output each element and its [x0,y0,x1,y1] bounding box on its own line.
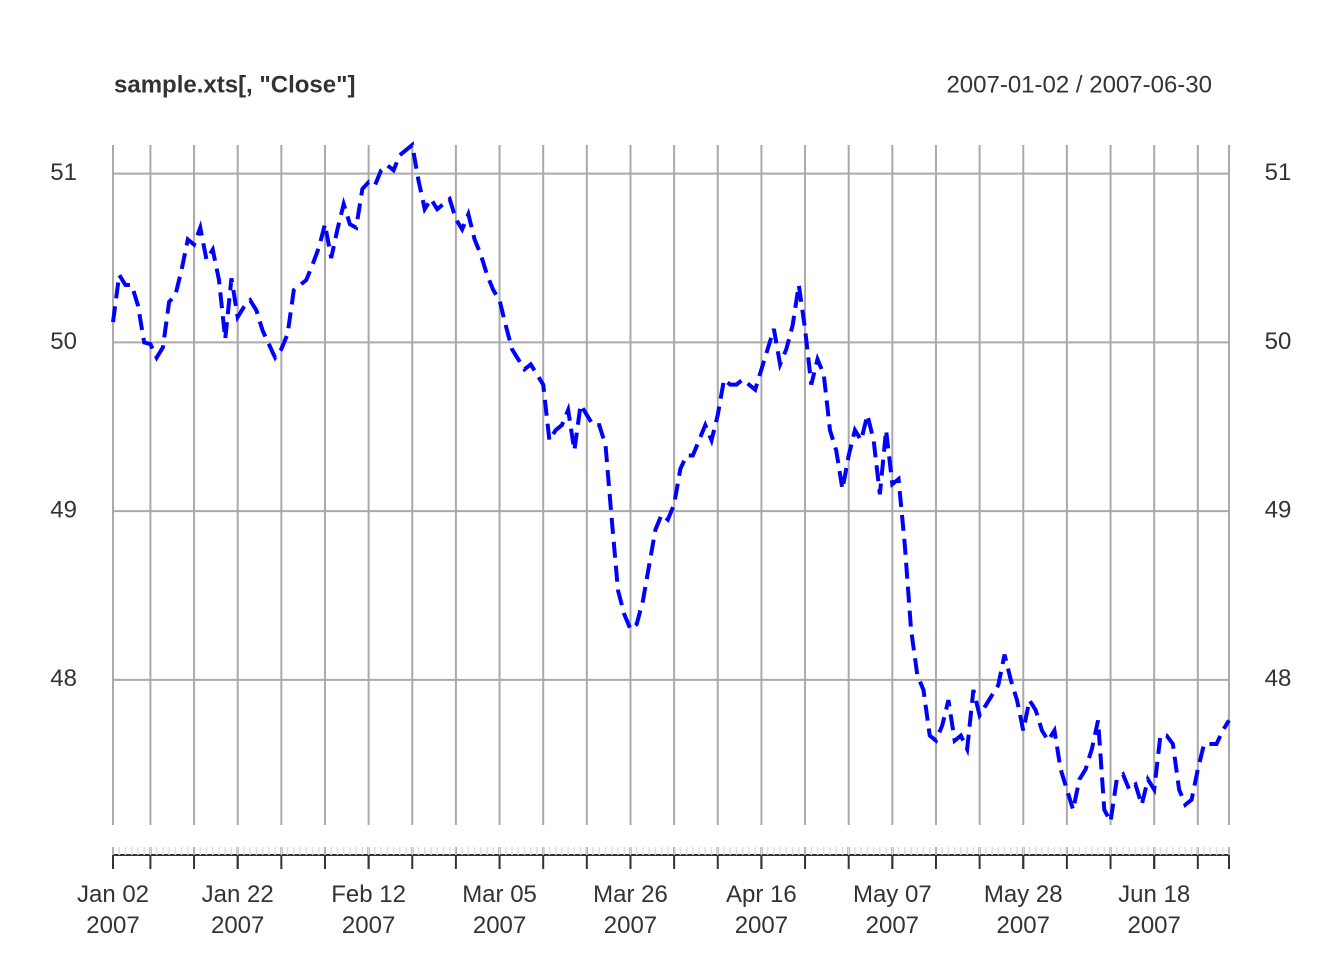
chart-subtitle: 2007-01-02 / 2007-06-30 [946,71,1212,98]
y-tick-label-right: 50 [1265,328,1292,355]
x-tick-label: May 07 2007 [853,881,932,939]
x-tick-label: Mar 26 2007 [593,881,668,939]
x-tick-label: Jan 22 2007 [202,881,274,939]
y-tick-label-right: 48 [1265,665,1292,692]
y-tick-label: 49 [50,496,77,523]
y-tick-label-right: 49 [1265,496,1292,523]
x-tick-label: Apr 16 2007 [726,881,797,939]
chart-title: sample.xts[, "Close"] [114,71,356,98]
x-tick-label: Jun 18 2007 [1118,881,1190,939]
y-tick-label-right: 51 [1265,159,1292,186]
x-tick-label: May 28 2007 [984,881,1063,939]
y-tick-label: 51 [50,159,77,186]
x-tick-label: Feb 12 2007 [331,881,406,939]
y-tick-label: 48 [50,665,77,692]
data-line [111,141,1231,828]
x-tick-label: Jan 02 2007 [77,881,149,939]
y-tick-label: 50 [50,328,77,355]
x-tick-label: Mar 05 2007 [462,881,537,939]
